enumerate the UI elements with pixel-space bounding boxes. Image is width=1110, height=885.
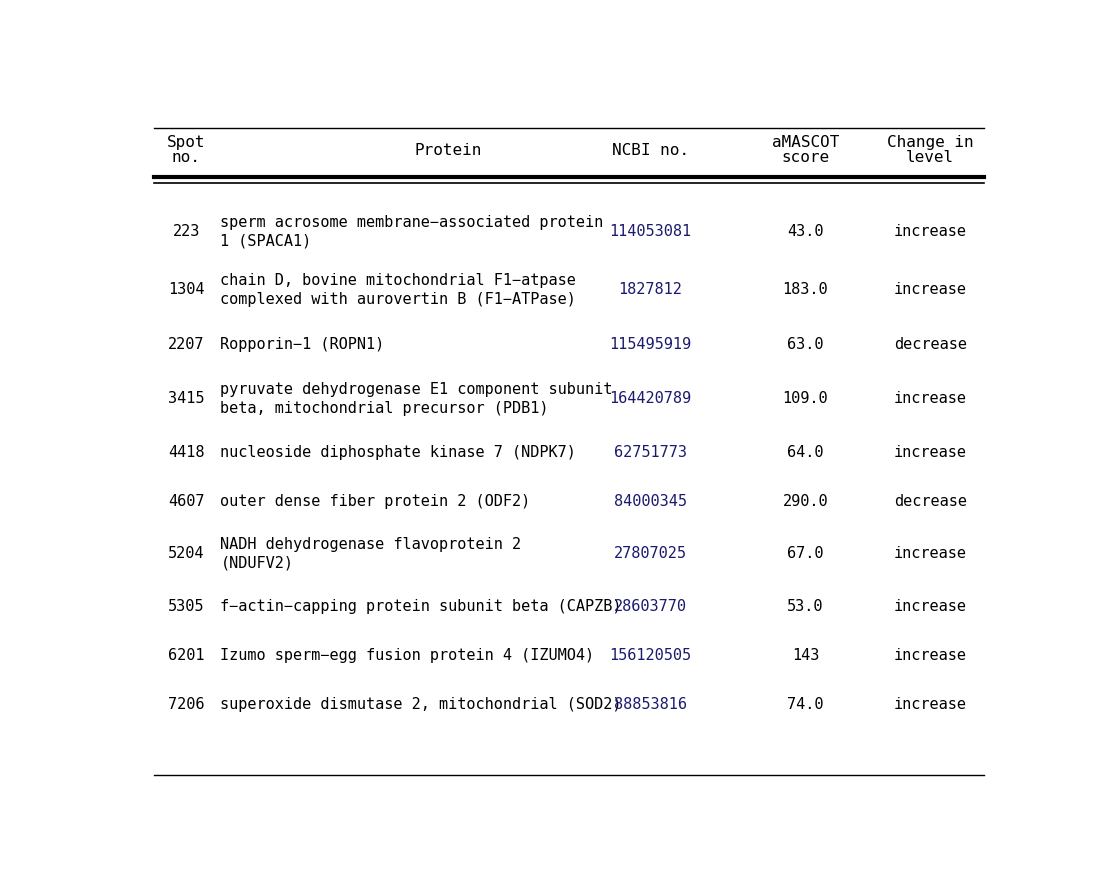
Text: (NDUFV2): (NDUFV2) (221, 556, 293, 571)
Text: Spot: Spot (166, 135, 205, 150)
Text: Ropporin−1 (ROPN1): Ropporin−1 (ROPN1) (221, 337, 385, 352)
Text: Izumo sperm−egg fusion protein 4 (IZUMO4): Izumo sperm−egg fusion protein 4 (IZUMO4… (221, 648, 595, 663)
Text: 1304: 1304 (168, 282, 204, 297)
Text: 3415: 3415 (168, 391, 204, 406)
Text: increase: increase (894, 648, 967, 663)
Text: 27807025: 27807025 (614, 546, 687, 561)
Text: 7206: 7206 (168, 697, 204, 712)
Text: 62751773: 62751773 (614, 445, 687, 460)
Text: aMASCOT: aMASCOT (771, 135, 839, 150)
Text: 74.0: 74.0 (787, 697, 824, 712)
Text: superoxide dismutase 2, mitochondrial (SOD2): superoxide dismutase 2, mitochondrial (S… (221, 697, 622, 712)
Text: increase: increase (894, 225, 967, 240)
Text: 28603770: 28603770 (614, 599, 687, 614)
Text: no.: no. (172, 150, 201, 165)
Text: pyruvate dehydrogenase E1 component subunit: pyruvate dehydrogenase E1 component subu… (221, 382, 613, 397)
Text: 164420789: 164420789 (609, 391, 692, 406)
Text: 84000345: 84000345 (614, 494, 687, 509)
Text: 115495919: 115495919 (609, 337, 692, 352)
Text: Change in: Change in (887, 135, 973, 150)
Text: increase: increase (894, 546, 967, 561)
Text: 114053081: 114053081 (609, 225, 692, 240)
Text: 156120505: 156120505 (609, 648, 692, 663)
Text: complexed with aurovertin B (F1−ATPase): complexed with aurovertin B (F1−ATPase) (221, 291, 576, 306)
Text: score: score (781, 150, 829, 165)
Text: nucleoside diphosphate kinase 7 (NDPK7): nucleoside diphosphate kinase 7 (NDPK7) (221, 445, 576, 460)
Text: NADH dehydrogenase flavoprotein 2: NADH dehydrogenase flavoprotein 2 (221, 537, 522, 552)
Text: 5204: 5204 (168, 546, 204, 561)
Text: 63.0: 63.0 (787, 337, 824, 352)
Text: 1827812: 1827812 (618, 282, 683, 297)
Text: beta, mitochondrial precursor (PDB1): beta, mitochondrial precursor (PDB1) (221, 401, 549, 416)
Text: 88853816: 88853816 (614, 697, 687, 712)
Text: 1 (SPACA1): 1 (SPACA1) (221, 234, 312, 249)
Text: f−actin−capping protein subunit beta (CAPZB): f−actin−capping protein subunit beta (CA… (221, 599, 622, 614)
Text: 53.0: 53.0 (787, 599, 824, 614)
Text: 6201: 6201 (168, 648, 204, 663)
Text: increase: increase (894, 391, 967, 406)
Text: Protein: Protein (415, 143, 482, 158)
Text: chain D, bovine mitochondrial F1−atpase: chain D, bovine mitochondrial F1−atpase (221, 273, 576, 289)
Text: 2207: 2207 (168, 337, 204, 352)
Text: 4418: 4418 (168, 445, 204, 460)
Text: 43.0: 43.0 (787, 225, 824, 240)
Text: increase: increase (894, 445, 967, 460)
Text: 223: 223 (172, 225, 200, 240)
Text: 143: 143 (791, 648, 819, 663)
Text: decrease: decrease (894, 337, 967, 352)
Text: sperm acrosome membrane−associated protein: sperm acrosome membrane−associated prote… (221, 215, 604, 230)
Text: NCBI no.: NCBI no. (612, 143, 689, 158)
Text: 4607: 4607 (168, 494, 204, 509)
Text: 64.0: 64.0 (787, 445, 824, 460)
Text: outer dense fiber protein 2 (ODF2): outer dense fiber protein 2 (ODF2) (221, 494, 531, 509)
Text: decrease: decrease (894, 494, 967, 509)
Text: 5305: 5305 (168, 599, 204, 614)
Text: increase: increase (894, 282, 967, 297)
Text: 290.0: 290.0 (783, 494, 828, 509)
Text: 109.0: 109.0 (783, 391, 828, 406)
Text: increase: increase (894, 599, 967, 614)
Text: increase: increase (894, 697, 967, 712)
Text: level: level (906, 150, 955, 165)
Text: 67.0: 67.0 (787, 546, 824, 561)
Text: 183.0: 183.0 (783, 282, 828, 297)
